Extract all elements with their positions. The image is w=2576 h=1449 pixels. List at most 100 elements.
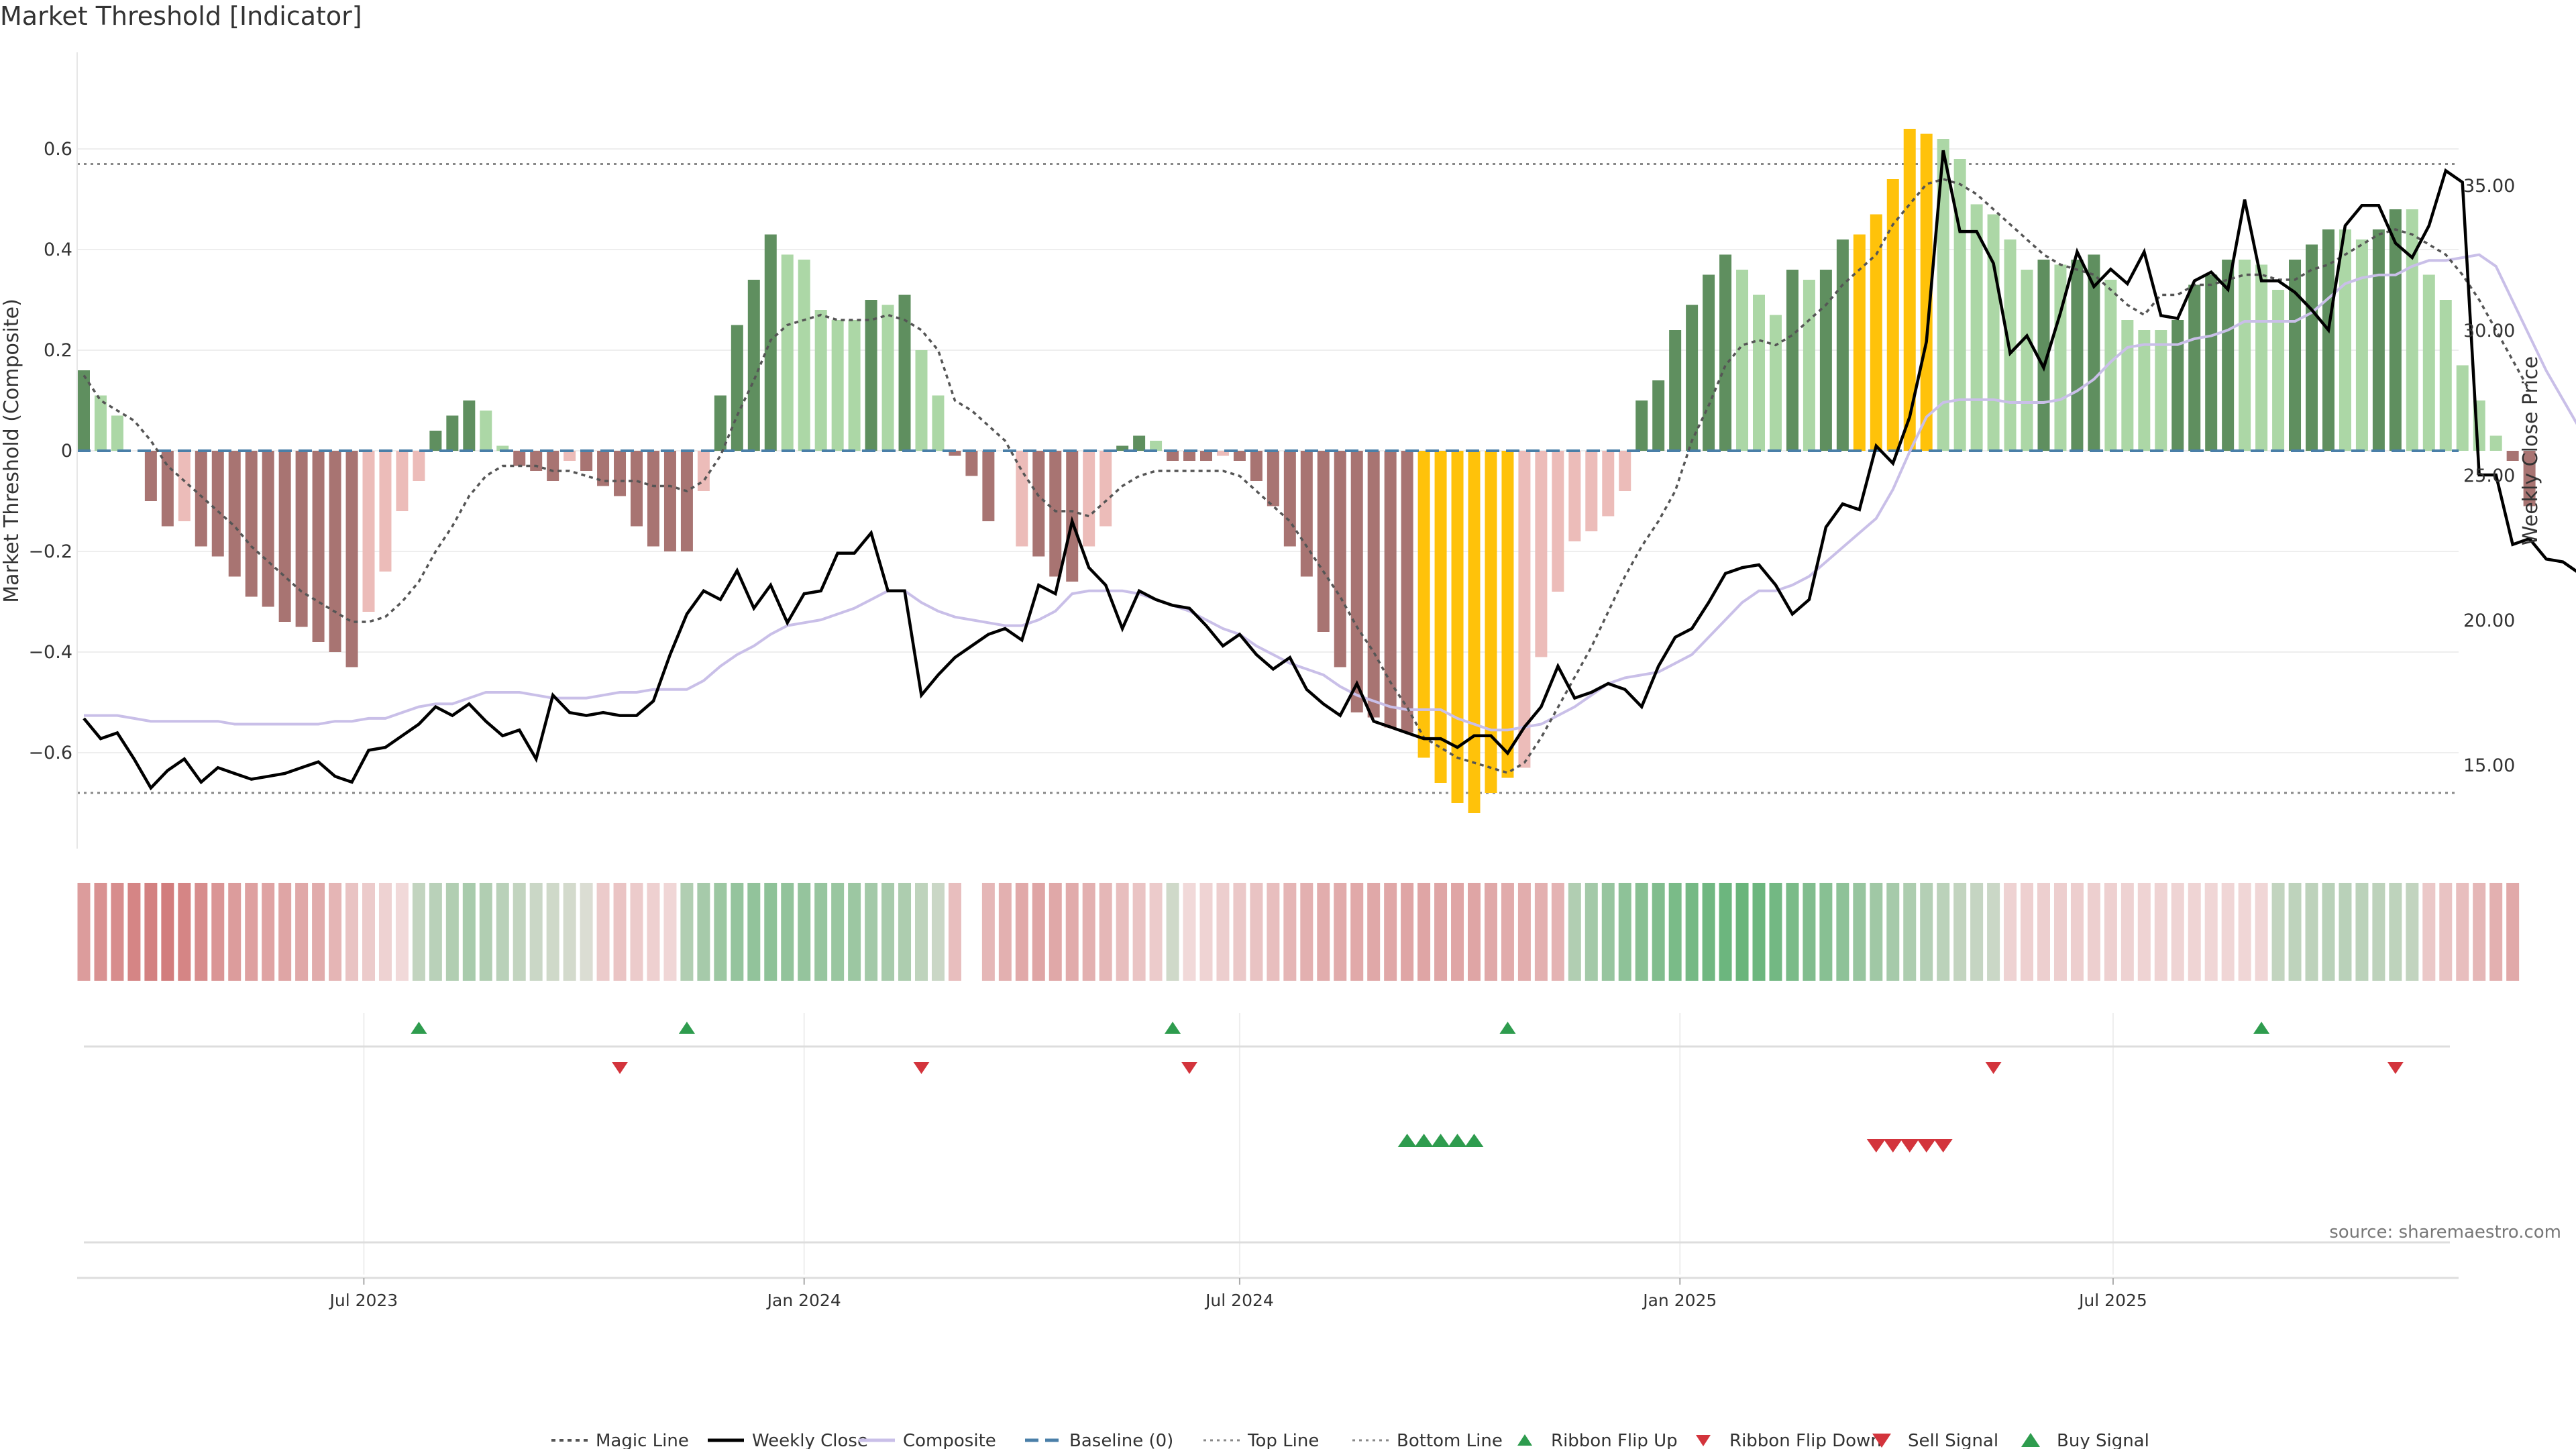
ribbon-cell [1250, 883, 1263, 981]
composite-bar [2355, 239, 2368, 451]
composite-bar [1703, 274, 1715, 451]
ribbon-cell [1585, 883, 1598, 981]
legend-label: Sell Signal [1908, 1431, 1998, 1449]
composite-bar [982, 451, 995, 521]
composite-bar [2171, 320, 2184, 451]
y-tick-left: 0 [61, 441, 72, 462]
ribbon-cell [2439, 883, 2453, 981]
composite-bar [446, 415, 459, 451]
composite-bar [1049, 451, 1062, 577]
composite-bar [111, 415, 123, 451]
composite-bar [2422, 274, 2435, 451]
composite-bar [329, 451, 341, 652]
ribbon-cell [1803, 883, 1816, 981]
ribbon-cell [2037, 883, 2050, 981]
composite-bar [1267, 451, 1279, 506]
ribbon-cell [831, 883, 845, 981]
composite-bar [429, 431, 442, 451]
legend-item: Baseline (0) [1025, 1431, 1173, 1449]
ribbon-cell [1132, 883, 1146, 981]
composite-bar [1233, 451, 1246, 461]
composite-bar [1250, 451, 1263, 481]
y-axis-label-left: Market Threshold (Composite) [0, 299, 23, 603]
composite-bar [1753, 294, 1765, 451]
composite-bar [680, 451, 693, 551]
ribbon-flip-up-marker [411, 1022, 427, 1034]
ribbon-cell [1870, 883, 1883, 981]
ribbon-flip-up-marker [2253, 1022, 2270, 1034]
ribbon-cell [898, 883, 912, 981]
ribbon-flip-down-marker [612, 1062, 629, 1074]
composite-bar [814, 310, 827, 451]
composite-bar [1937, 139, 1949, 451]
composite-bar [1167, 451, 1179, 461]
ribbon-cell [697, 883, 710, 981]
composite-bar [144, 451, 157, 501]
composite-bar [1434, 451, 1447, 783]
ribbon-cell [496, 883, 509, 981]
ribbon-cell [1199, 883, 1213, 981]
legend-swatch-buy [2021, 1433, 2040, 1447]
buy-signal-marker [1414, 1134, 1434, 1147]
ribbon-cell [1350, 883, 1364, 981]
ribbon-cell [295, 883, 309, 981]
composite-bar [513, 451, 526, 466]
ribbon-cell [1149, 883, 1163, 981]
composite-bar [1216, 451, 1229, 456]
composite-bar [295, 451, 308, 627]
composite-bar [2489, 435, 2502, 451]
legend-label: Bottom Line [1397, 1431, 1503, 1449]
ribbon-cell [1635, 883, 1648, 981]
buy-signal-marker [1431, 1134, 1450, 1147]
composite-bar [1803, 280, 1815, 451]
composite-bar [1602, 451, 1615, 517]
composite-bar [396, 451, 409, 511]
ribbon-cell [1937, 883, 1950, 981]
composite-bar [1619, 451, 1631, 491]
ribbon-cell [178, 883, 191, 981]
composite-bar [1719, 254, 1732, 451]
composite-bar [1334, 451, 1346, 667]
composite-bar [580, 451, 593, 471]
ribbon-cell [2489, 883, 2503, 981]
composite-bar [1401, 451, 1413, 733]
x-tick-label: Jan 2024 [766, 1291, 841, 1310]
composite-bar [1518, 451, 1531, 768]
ribbon-cell [2456, 883, 2469, 981]
composite-bar [898, 294, 911, 451]
composite-bar [1384, 451, 1397, 728]
composite-bar [1870, 214, 1882, 451]
composite-bar [2054, 264, 2067, 451]
legend-label: Top Line [1247, 1431, 1319, 1449]
ribbon-cell [680, 883, 694, 981]
ribbon-cell [1786, 883, 1799, 981]
ribbon-cell [1367, 883, 1381, 981]
composite-bar [764, 234, 777, 451]
ribbon-cell [2021, 883, 2034, 981]
composite-bar [1283, 451, 1296, 547]
ribbon-cell [412, 883, 425, 981]
composite-bar [2104, 280, 2117, 451]
ribbon-cell [94, 883, 107, 981]
composite-bar [1886, 179, 1899, 451]
ribbon-cell [479, 883, 492, 981]
composite-bar [1199, 451, 1212, 461]
composite-bar [1736, 270, 1749, 451]
y-tick-left: −0.6 [28, 743, 72, 763]
composite-bar [278, 451, 291, 622]
ribbon-cell [747, 883, 761, 981]
composite-bar [178, 451, 191, 521]
composite-bar [2523, 451, 2536, 506]
ribbon-cell [1468, 883, 1481, 981]
ribbon-cell [1082, 883, 1095, 981]
ribbon-cell [329, 883, 342, 981]
ribbon-cell [798, 883, 811, 981]
ribbon-cell [2188, 883, 2201, 981]
legend-item: Sell Signal [1872, 1431, 1998, 1449]
ribbon-cell [1517, 883, 1531, 981]
ribbon-cell [1434, 883, 1448, 981]
ribbon-cell [2204, 883, 2218, 981]
ribbon-cell [278, 883, 292, 981]
ribbon-cell [445, 883, 459, 981]
